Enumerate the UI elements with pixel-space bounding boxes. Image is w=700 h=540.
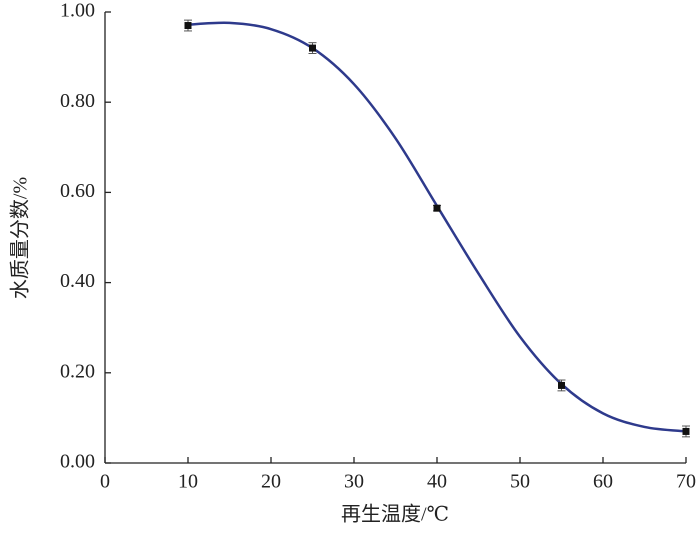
point	[184, 22, 192, 30]
x-tick-label: 30	[344, 471, 364, 493]
point	[309, 44, 316, 52]
x-tick-label: 10	[178, 471, 198, 493]
x-tick-label: 70	[676, 471, 696, 493]
y-tick-label: 1.00	[60, 0, 95, 22]
x-tick-label: 40	[427, 471, 447, 493]
point	[682, 427, 690, 435]
y-tick-label: 0.60	[60, 180, 95, 202]
y-tick-label: 0.40	[60, 270, 95, 292]
x-tick-label: 60	[593, 471, 613, 493]
point	[558, 381, 565, 389]
y-tick-label: 0.80	[60, 90, 95, 112]
x-tick-label: 50	[510, 471, 530, 493]
x-axis-label: 再生温度/℃	[341, 503, 449, 526]
x-tick-label: 20	[261, 471, 281, 493]
point	[433, 204, 441, 212]
fit-curve	[187, 21, 687, 433]
y-tick-label: 0.20	[60, 360, 95, 382]
y-axis-label: 水质量分数/%	[9, 177, 32, 299]
y-tick-label: 0.00	[60, 451, 95, 473]
x-tick-label: 0	[100, 471, 110, 493]
